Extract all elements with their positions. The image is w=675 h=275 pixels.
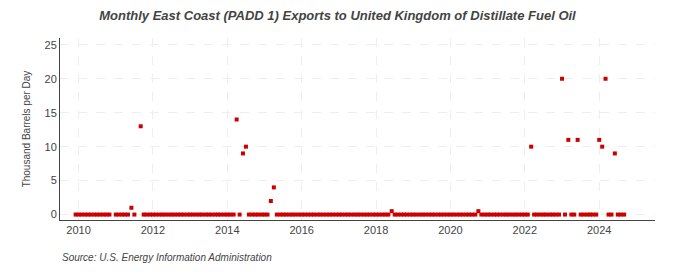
svg-text:20: 20 bbox=[45, 73, 57, 85]
svg-text:0: 0 bbox=[51, 208, 57, 220]
svg-text:15: 15 bbox=[45, 107, 57, 119]
svg-text:2016: 2016 bbox=[289, 224, 313, 236]
svg-text:2024: 2024 bbox=[587, 224, 611, 236]
svg-text:Source: U.S. Energy Informatio: Source: U.S. Energy Information Administ… bbox=[62, 252, 272, 263]
svg-text:Thousand Barrels per Day: Thousand Barrels per Day bbox=[21, 71, 32, 188]
svg-text:2012: 2012 bbox=[141, 224, 165, 236]
svg-text:2010: 2010 bbox=[66, 224, 90, 236]
svg-text:2022: 2022 bbox=[513, 224, 537, 236]
svg-text:Monthly East Coast (PADD 1) Ex: Monthly East Coast (PADD 1) Exports to U… bbox=[99, 8, 576, 23]
svg-text:25: 25 bbox=[45, 39, 57, 51]
svg-text:2020: 2020 bbox=[438, 224, 462, 236]
svg-text:2018: 2018 bbox=[364, 224, 388, 236]
svg-text:2014: 2014 bbox=[215, 224, 239, 236]
svg-text:5: 5 bbox=[51, 174, 57, 186]
svg-text:10: 10 bbox=[45, 141, 57, 153]
